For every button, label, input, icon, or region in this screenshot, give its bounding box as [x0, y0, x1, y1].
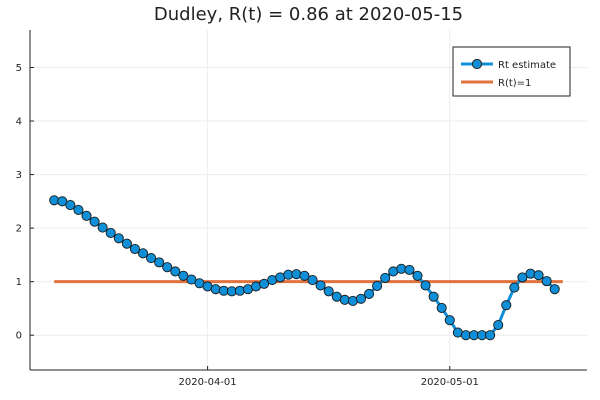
rt-estimate-point	[501, 300, 512, 311]
y-tick-label: 0	[16, 331, 22, 342]
rt-estimate-point	[549, 284, 560, 295]
rt-estimate-point	[299, 270, 310, 281]
rt-estimate-point	[509, 282, 520, 293]
rt-estimate-point	[315, 280, 326, 291]
rt-estimate-point	[121, 238, 132, 249]
legend: Rt estimate R(t)=1	[452, 46, 571, 97]
y-tick-label: 1	[16, 277, 22, 288]
axes-layer: 0 1 2 3 4 5 2020-04-01 2020-05-01	[16, 30, 587, 388]
rt-estimate-point	[412, 270, 423, 281]
legend-box	[452, 46, 571, 97]
rt-estimate-point	[485, 330, 496, 341]
y-tick-label: 3	[16, 170, 22, 181]
rt-estimate-point	[533, 270, 544, 281]
rt-estimate-point	[162, 262, 173, 273]
rt-estimate-point	[178, 270, 189, 281]
rt-estimate-point	[81, 210, 92, 221]
rt-estimate-point	[97, 222, 108, 233]
rt-estimate-point	[57, 196, 68, 207]
legend-label-rt-estimate: Rt estimate	[498, 60, 556, 71]
rt-estimate-point	[428, 291, 439, 302]
x-tick-label: 2020-05-01	[421, 377, 479, 388]
series-layer	[49, 195, 560, 341]
rt-estimate-point	[186, 274, 197, 285]
legend-label-r-equals-1: R(t)=1	[498, 78, 531, 89]
rt-estimate-point	[154, 257, 165, 268]
rt-estimate-point	[420, 280, 431, 291]
rt-estimate-point	[113, 233, 124, 244]
rt-estimate-point	[210, 284, 221, 295]
rt-estimate-point	[89, 216, 100, 227]
rt-estimate-point	[323, 286, 334, 297]
legend-marker-rt-estimate	[471, 58, 483, 70]
rt-estimate-point	[355, 293, 367, 304]
y-tick-label: 4	[16, 117, 22, 128]
rt-estimate-point	[517, 272, 528, 283]
rt-estimate-point	[146, 253, 157, 264]
rt-estimate-point	[170, 266, 181, 277]
y-tick-label: 2	[16, 224, 22, 235]
rt-estimate-point	[444, 315, 455, 326]
rt-estimate-point	[436, 302, 447, 313]
rt-estimate-point	[259, 278, 270, 289]
rt-estimate-point	[493, 319, 504, 331]
chart-title: Dudley, R(t) = 0.86 at 2020-05-15	[154, 4, 463, 25]
rt-estimate-point	[404, 264, 415, 275]
rt-estimate-point	[137, 248, 149, 259]
rt-estimate-point	[291, 269, 302, 280]
rt-estimate-point	[541, 276, 552, 287]
rt-estimate-point	[105, 227, 116, 238]
x-tick-label: 2020-04-01	[179, 377, 237, 388]
y-tick-label: 5	[16, 63, 22, 74]
rt-estimate-point	[380, 272, 391, 283]
rt-estimate-point	[73, 204, 84, 215]
rt-estimate-point	[525, 268, 536, 279]
rt-estimate-line	[54, 198, 556, 337]
rt-estimate-point	[363, 288, 375, 300]
rt-estimate-point	[129, 243, 140, 255]
rt-estimate-point	[372, 280, 383, 291]
rt-estimate-point	[234, 285, 245, 296]
rt-estimate-point	[65, 200, 76, 211]
rt-estimate-point	[307, 274, 318, 286]
